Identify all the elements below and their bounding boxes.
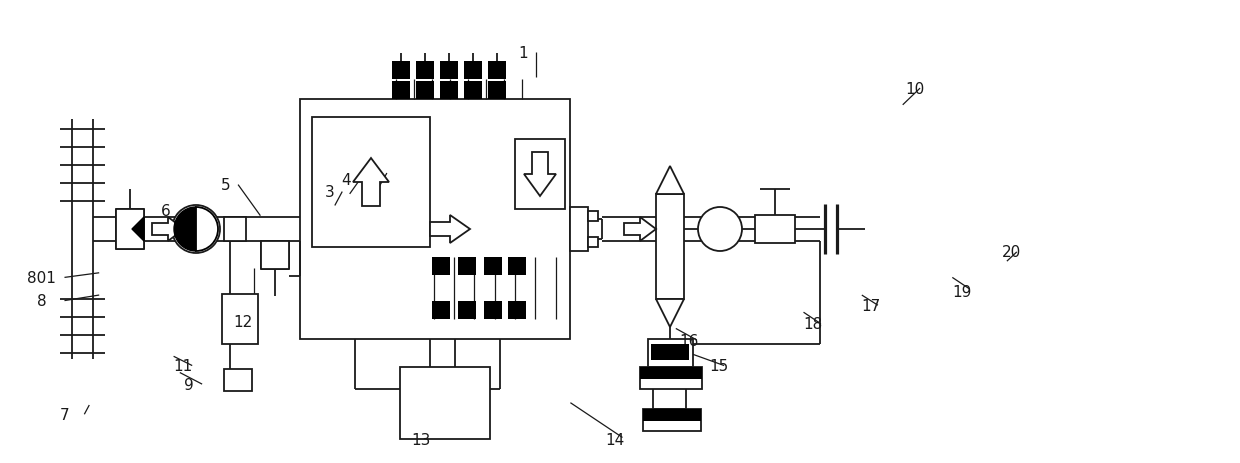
Bar [640, 367, 702, 379]
Bar [489, 82, 506, 100]
Bar [482, 62, 489, 80]
Bar [644, 409, 701, 431]
Bar [458, 301, 476, 319]
Bar [415, 62, 434, 80]
Bar [508, 257, 526, 275]
Text: 2: 2 [366, 166, 376, 181]
Bar [401, 367, 490, 439]
Text: 15: 15 [709, 358, 729, 373]
Polygon shape [624, 218, 656, 242]
Text: 5: 5 [221, 178, 231, 193]
Polygon shape [131, 230, 144, 242]
Bar [312, 118, 430, 247]
Text: 14: 14 [605, 432, 625, 447]
Bar [260, 242, 289, 269]
Bar [458, 62, 464, 80]
Polygon shape [430, 216, 470, 244]
Text: 801: 801 [27, 270, 56, 285]
Bar [440, 62, 458, 80]
Bar [440, 82, 458, 100]
Bar [755, 216, 795, 244]
Bar [640, 367, 702, 389]
Bar [432, 257, 450, 275]
Bar [415, 82, 434, 100]
Text: 11: 11 [174, 358, 193, 373]
Bar [464, 82, 482, 100]
Bar [484, 301, 502, 319]
Bar [588, 212, 598, 221]
Bar [392, 82, 410, 100]
Bar [656, 194, 684, 300]
Bar [508, 301, 526, 319]
Text: 7: 7 [60, 407, 69, 422]
Bar [588, 238, 598, 247]
Text: 19: 19 [952, 284, 972, 299]
Polygon shape [131, 218, 144, 230]
Text: 12: 12 [233, 314, 253, 329]
Bar [222, 294, 258, 344]
Wedge shape [196, 207, 218, 251]
Text: 9: 9 [184, 377, 193, 392]
Polygon shape [656, 167, 684, 194]
Bar [506, 62, 512, 80]
Bar [432, 301, 450, 319]
Wedge shape [174, 207, 196, 251]
Circle shape [172, 206, 219, 253]
Text: 18: 18 [804, 317, 823, 332]
Text: 4: 4 [341, 173, 351, 188]
Bar [300, 100, 570, 339]
Bar [392, 62, 410, 80]
Text: 20: 20 [1002, 245, 1022, 260]
Polygon shape [656, 300, 684, 327]
Text: 17: 17 [862, 298, 882, 313]
Polygon shape [525, 153, 556, 197]
Bar [410, 62, 415, 80]
Bar [651, 344, 689, 360]
Bar [515, 140, 565, 210]
Text: 16: 16 [680, 333, 699, 348]
Circle shape [698, 207, 742, 251]
Text: 1: 1 [518, 46, 528, 61]
Bar [484, 257, 502, 275]
Text: 3: 3 [325, 185, 335, 200]
Polygon shape [353, 159, 389, 206]
Text: 8: 8 [37, 294, 47, 308]
Text: 6: 6 [161, 203, 171, 218]
Bar [117, 210, 144, 250]
Bar [458, 257, 476, 275]
Bar [570, 207, 588, 251]
Polygon shape [153, 218, 184, 242]
Bar [464, 62, 482, 80]
Text: 13: 13 [412, 432, 432, 447]
Bar [224, 369, 252, 391]
Bar [434, 62, 440, 80]
Text: 10: 10 [905, 81, 925, 96]
Bar [644, 409, 701, 421]
Bar [489, 62, 506, 80]
Bar [649, 339, 693, 367]
Bar [224, 218, 246, 242]
